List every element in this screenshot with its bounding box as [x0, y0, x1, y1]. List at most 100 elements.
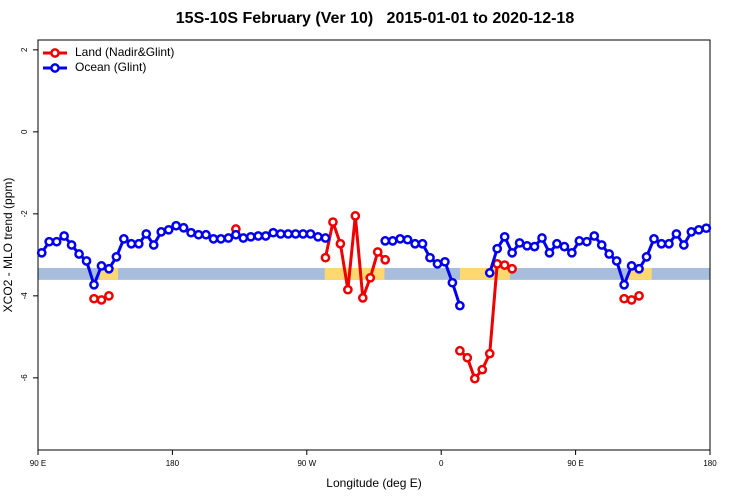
data-point [305, 229, 316, 239]
data-point [66, 240, 77, 250]
data-point [193, 229, 204, 240]
chart-title: 15S-10S February (Ver 10) 2015-01-01 to … [176, 10, 575, 27]
data-point [634, 263, 644, 274]
data-point [320, 233, 331, 243]
x-axis-label: Longitude (deg E) [326, 476, 421, 490]
data-point [133, 238, 144, 249]
data-point [679, 240, 689, 250]
data-point [186, 227, 196, 238]
data-point [253, 231, 264, 241]
data-point [686, 227, 697, 237]
data-point [119, 234, 129, 244]
data-point [649, 234, 659, 244]
data-point [104, 290, 114, 301]
data-point [380, 254, 391, 265]
data-point [343, 284, 353, 295]
data-point [44, 236, 55, 247]
data-point [552, 238, 562, 249]
data-point [298, 229, 308, 239]
data-point [626, 295, 637, 305]
data-point [455, 345, 465, 356]
data-point [320, 252, 331, 263]
data-point [604, 249, 615, 259]
y-tick-label: -6 [20, 374, 29, 382]
data-point [477, 364, 488, 375]
data-point [148, 240, 159, 250]
data-point [208, 234, 219, 244]
data-point [96, 295, 107, 305]
data-point [499, 260, 510, 270]
data-point [410, 238, 420, 249]
data-point [163, 224, 174, 235]
data-point [559, 241, 570, 252]
data-point [462, 352, 473, 363]
data-point [529, 241, 540, 252]
y-tick-label: -4 [20, 292, 29, 300]
data-point [238, 233, 249, 243]
data-point [417, 238, 428, 249]
data-point [36, 247, 47, 258]
data-point [619, 279, 629, 290]
data-point [596, 240, 607, 250]
data-point [432, 259, 443, 269]
data-point [589, 231, 600, 241]
data-point [544, 247, 555, 258]
x-tick-label: 90 E [567, 459, 583, 468]
data-point [701, 223, 712, 234]
data-point [469, 373, 480, 384]
x-tick-label: 90 E [30, 459, 46, 468]
data-point [178, 222, 189, 233]
data-point [581, 236, 592, 247]
x-tick-label: 180 [166, 459, 180, 468]
data-point [141, 229, 152, 239]
land-band [627, 267, 652, 280]
legend-label: Land (Nadir&Glint) [75, 45, 174, 59]
data-point [260, 231, 271, 241]
legend-marker [50, 48, 60, 58]
land-band [99, 267, 119, 280]
x-tick-label: 0 [439, 459, 444, 468]
data-point [574, 236, 585, 246]
data-point [447, 277, 458, 288]
data-point [507, 263, 517, 274]
data-point [111, 252, 122, 262]
data-point [216, 234, 226, 244]
x-tick-label: 90 W [297, 459, 316, 468]
data-point [455, 300, 465, 311]
data-point [611, 256, 622, 266]
data-point [365, 272, 376, 283]
data-point [372, 247, 383, 257]
data-point [313, 231, 323, 242]
data-point [357, 293, 368, 303]
data-point [81, 256, 92, 266]
data-point [499, 231, 510, 242]
data-point [693, 224, 704, 235]
data-point [402, 234, 413, 245]
data-point [290, 229, 301, 239]
data-point [484, 348, 495, 359]
data-point [126, 238, 137, 249]
data-point [440, 256, 450, 267]
data-point [567, 247, 577, 258]
data-point [283, 229, 293, 239]
legend-label: Ocean (Glint) [75, 60, 146, 74]
plot-frame [37, 39, 711, 451]
data-point [171, 220, 181, 231]
y-axis-label: XCO2 - MLO trend (ppm) [1, 178, 15, 313]
data-point [231, 229, 241, 240]
data-point [634, 290, 644, 301]
data-point [380, 236, 391, 246]
data-point [156, 227, 167, 237]
data-point [484, 268, 495, 278]
data-point [350, 211, 361, 221]
data-point [492, 243, 503, 254]
data-point [96, 261, 107, 271]
data-point [51, 236, 62, 247]
data-point [74, 249, 84, 259]
data-point [328, 217, 338, 227]
data-point [522, 240, 532, 251]
data-point [89, 279, 99, 290]
data-point [626, 261, 637, 271]
data-point [507, 247, 517, 258]
